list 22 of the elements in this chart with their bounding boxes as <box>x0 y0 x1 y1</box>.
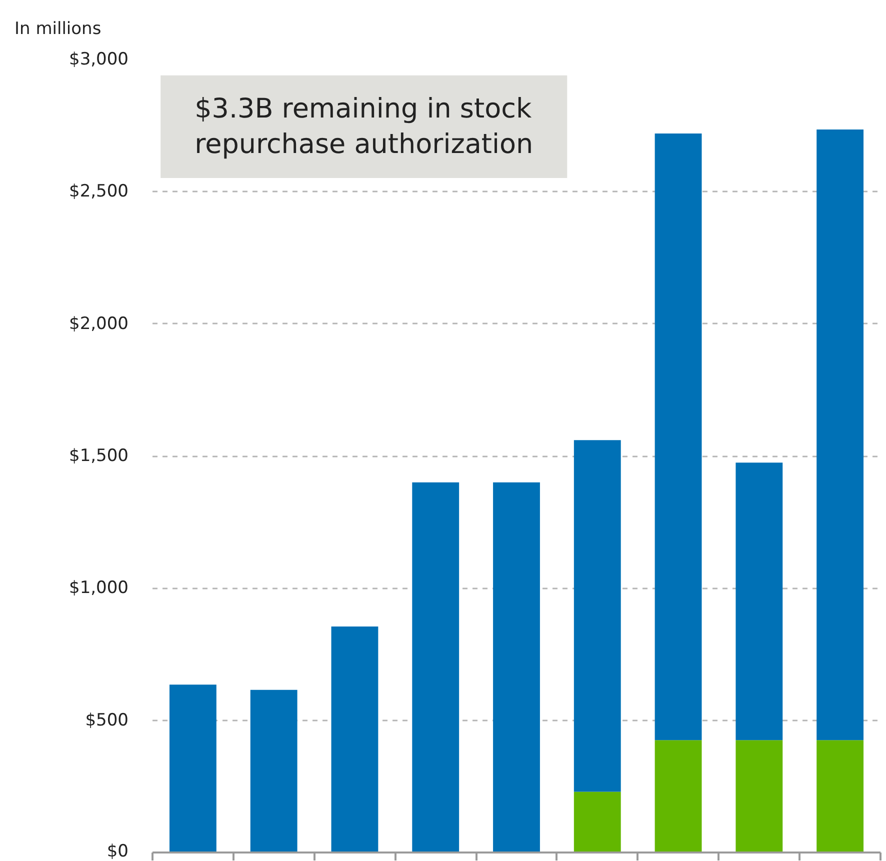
bar <box>816 740 864 852</box>
bar <box>736 462 783 740</box>
bar <box>169 684 216 852</box>
bar <box>412 482 460 852</box>
y-tick-label: $2,000 <box>69 314 128 334</box>
y-tick-label: $2,500 <box>69 182 128 202</box>
bar <box>250 690 298 852</box>
bar <box>654 740 702 852</box>
bar <box>331 626 378 852</box>
y-tick-label: $1,500 <box>69 446 128 466</box>
bar <box>736 740 783 852</box>
bar <box>816 130 864 740</box>
bar <box>574 440 621 792</box>
bar <box>493 482 540 852</box>
bar <box>574 792 621 852</box>
y-tick-label: $500 <box>85 710 128 730</box>
y-tick-label: $3,000 <box>69 50 128 70</box>
bar <box>654 134 702 740</box>
annotation: $3.3B remaining in stock repurchase authorization <box>194 93 534 160</box>
y-tick-label: $1,000 <box>69 578 128 598</box>
y-axis-title: In millions <box>14 19 102 39</box>
y-tick-label: $0 <box>106 842 129 861</box>
